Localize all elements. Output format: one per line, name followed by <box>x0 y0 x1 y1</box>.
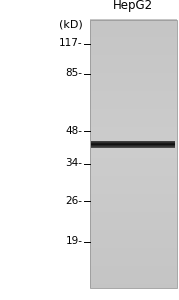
Bar <box>90 96 177 100</box>
Bar <box>90 216 177 221</box>
Bar <box>90 274 177 279</box>
Bar <box>90 154 177 158</box>
Bar <box>90 131 177 136</box>
Bar <box>90 140 177 145</box>
Text: HepG2: HepG2 <box>113 0 153 12</box>
Bar <box>90 104 177 109</box>
Text: 48-: 48- <box>65 125 82 136</box>
Bar <box>90 28 177 33</box>
Bar <box>90 24 177 28</box>
Bar <box>90 91 177 96</box>
Text: 117-: 117- <box>59 38 82 49</box>
Bar <box>90 181 177 185</box>
Bar <box>90 158 177 163</box>
Bar <box>90 122 177 127</box>
Text: 34-: 34- <box>65 158 82 169</box>
Bar <box>90 51 177 55</box>
Bar <box>90 199 177 203</box>
Bar <box>90 64 177 69</box>
Bar <box>90 212 177 216</box>
Bar <box>90 194 177 199</box>
Bar <box>90 239 177 243</box>
Text: 19-: 19- <box>65 236 82 247</box>
Bar <box>90 118 177 122</box>
Bar <box>90 261 177 266</box>
Bar <box>90 185 177 190</box>
Text: (kD): (kD) <box>59 20 82 29</box>
Text: 26-: 26- <box>65 196 82 206</box>
Bar <box>90 243 177 248</box>
Bar <box>90 270 177 274</box>
Bar <box>90 172 177 176</box>
Bar <box>90 252 177 257</box>
Bar <box>90 20 177 24</box>
Bar <box>90 46 177 51</box>
Bar <box>90 284 177 288</box>
Bar <box>90 279 177 283</box>
Bar <box>90 163 177 167</box>
Bar <box>90 20 177 288</box>
Bar <box>90 266 177 270</box>
Bar <box>90 42 177 46</box>
Bar <box>90 221 177 225</box>
Bar <box>90 73 177 78</box>
Bar <box>90 176 177 181</box>
Bar <box>90 145 177 149</box>
Bar <box>90 127 177 131</box>
Bar <box>90 38 177 42</box>
Bar <box>90 208 177 212</box>
Bar <box>90 257 177 261</box>
Bar <box>90 225 177 230</box>
Bar <box>90 33 177 38</box>
Bar <box>90 82 177 87</box>
Bar <box>90 78 177 82</box>
Bar <box>90 60 177 64</box>
Text: 85-: 85- <box>65 68 82 79</box>
Bar <box>90 230 177 234</box>
Bar <box>90 167 177 172</box>
Bar <box>90 87 177 91</box>
Bar <box>90 190 177 194</box>
Bar <box>90 234 177 239</box>
Bar <box>90 136 177 140</box>
Bar <box>90 55 177 60</box>
Bar <box>90 100 177 104</box>
Bar <box>90 203 177 208</box>
Bar <box>90 109 177 113</box>
Bar <box>90 149 177 154</box>
Bar <box>90 113 177 118</box>
Bar <box>90 248 177 252</box>
Bar <box>90 69 177 73</box>
